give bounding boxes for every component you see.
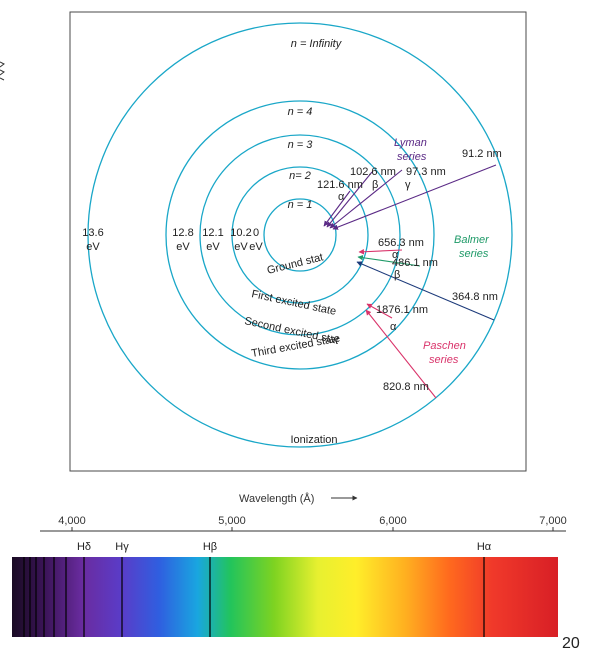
lyman-limit-arrow: [332, 164, 497, 230]
lyman-greek-gamma: γ: [405, 179, 411, 191]
orbit-n1: [263, 198, 337, 272]
tick-label-5000: 5,000: [218, 515, 246, 527]
energy-value-n2: 10.2: [230, 227, 251, 239]
balmer-arrows: [356, 249, 495, 321]
tick-label-4000: 4,000: [58, 515, 86, 527]
orbit-n2: [231, 166, 369, 304]
energy-unit-n2: eV: [234, 241, 248, 253]
lyman-name-line2: series: [397, 151, 427, 163]
energy-value-n3: 12.1: [202, 227, 223, 239]
tick-label-6000: 6,000: [379, 515, 407, 527]
paschen-wavelength-2: 820.8 nm: [383, 381, 429, 393]
balmer-name-line1: Balmer: [454, 234, 490, 246]
state-label-ionization: Ionization: [290, 434, 337, 446]
balmer-greek-alpha: α: [392, 249, 399, 261]
lyman-name-line1: Lyman: [394, 137, 427, 149]
balmer-wavelength-2: 486.1 nm: [392, 257, 438, 269]
lyman-wavelength-4: 91.2 nm: [462, 148, 502, 160]
balmer-alpha-arrow: [358, 249, 403, 255]
h-gamma-label: Hγ: [115, 541, 129, 553]
lyman-wavelength-3: 97.3 nm: [406, 166, 446, 178]
page-number: 20: [562, 635, 580, 652]
orbits: [87, 22, 513, 448]
orbit-n3: [199, 134, 401, 336]
paschen-greek-alpha: α: [390, 321, 397, 333]
h-alpha-label: Hα: [477, 541, 492, 553]
h-delta-label: Hδ: [77, 541, 91, 553]
orbit-n4: [165, 100, 435, 370]
spectrum-band: [12, 557, 558, 637]
balmer-beta-arrow: [357, 254, 421, 267]
balmer-wavelength-3: 364.8 nm: [452, 291, 498, 303]
energy-unit-n3: eV: [206, 241, 220, 253]
lyman-wavelength-2: 102.6 nm: [350, 166, 396, 178]
lyman-gamma-arrow: [329, 169, 403, 229]
paschen-name-line2: series: [429, 354, 459, 366]
n-label-2: n= 2: [289, 170, 311, 182]
n-label-4: n = 4: [288, 106, 313, 118]
tick-label-7000: 7,000: [539, 515, 567, 527]
n-label-infinity: n = Infinity: [291, 38, 343, 50]
orbit-infinity: [87, 22, 513, 448]
paschen-name-line1: Paschen: [423, 340, 466, 352]
paschen-arrows: [365, 303, 437, 399]
spectrum-panel: Wavelength (Å) 4,000 5,000 6,000 7,000: [12, 492, 567, 637]
spectrum-axis-title: Wavelength (Å): [239, 492, 314, 505]
balmer-wavelength-1: 656.3 nm: [378, 237, 424, 249]
energy-unit-n1: eV: [249, 241, 263, 253]
energy-unit-infinity: eV: [86, 241, 100, 253]
lyman-arrows: [323, 164, 497, 230]
paschen-wavelength-1: 1876.1 nm: [376, 304, 428, 316]
energy-value-infinity: 13.6: [82, 227, 103, 239]
energy-value-n1: 0: [253, 227, 259, 239]
lyman-greek-alpha: α: [338, 191, 345, 203]
edge-mark: [0, 60, 6, 86]
paschen-alpha-arrow: [366, 303, 393, 319]
lyman-beta-arrow: [326, 171, 373, 228]
energy-value-n4: 12.8: [172, 227, 193, 239]
n-label-3: n = 3: [288, 139, 314, 151]
paschen-limit-arrow: [365, 309, 437, 399]
lyman-greek-beta: β: [372, 179, 378, 191]
lyman-alpha-arrow: [323, 190, 351, 227]
balmer-greek-beta: β: [394, 269, 400, 281]
n-label-1: n = 1: [288, 199, 313, 211]
energy-unit-n4: eV: [176, 241, 190, 253]
balmer-name-line2: series: [459, 248, 489, 260]
balmer-limit-arrow: [356, 261, 495, 321]
h-beta-label: Hβ: [203, 541, 217, 553]
lyman-wavelength-1: 121.6 nm: [317, 179, 363, 191]
